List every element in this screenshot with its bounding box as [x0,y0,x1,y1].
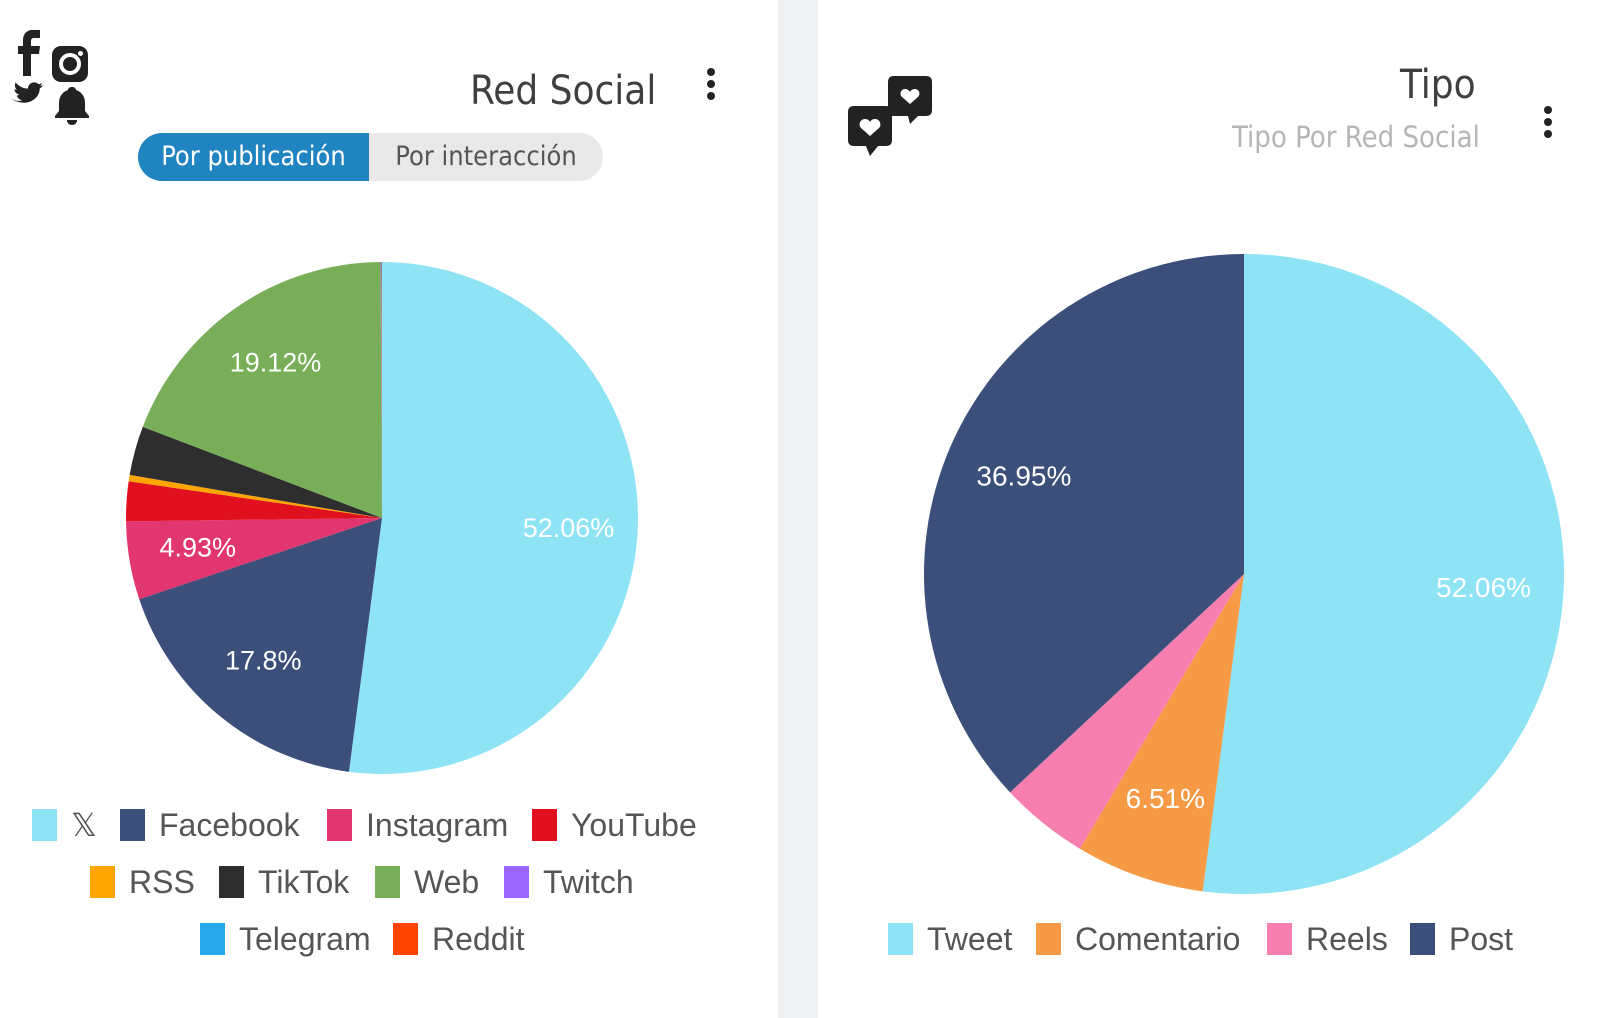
pie-slice-reels[interactable] [1010,574,1244,849]
legend-swatch [1267,923,1292,955]
legend-swatch [375,866,400,898]
pie-slice-comentario[interactable] [1079,574,1244,892]
pie-slice-tweet[interactable] [1202,254,1565,894]
chart-title: Tipo [1400,62,1476,108]
tipo-pie-chart: 52.06% 6.51% 36.95% [924,254,1565,894]
legend-label: Instagram [366,806,509,843]
metric-toggle: Por publicación Por interacción [138,133,603,181]
pie-slice-web[interactable] [142,262,382,518]
instagram-icon [52,46,88,82]
pie-value-label-x: 52.06% [523,513,615,543]
twitter-icon [11,82,43,103]
panel-divider [778,0,818,1018]
pie-slice-telegram[interactable] [381,262,382,518]
legend-label: Reels [1306,920,1388,957]
legend-swatch [393,923,418,955]
pie-value-label-facebook: 17.8% [225,645,302,675]
pie-value-label-comentario: 6.51% [1126,783,1205,814]
legend-label: Telegram [239,920,371,957]
legend-item-tweet[interactable]: Tweet [888,921,1012,957]
legend-swatch [90,866,115,898]
chart-subtitle: Tipo Por Red Social [1232,120,1480,154]
legend-label: Tweet [927,920,1013,957]
facebook-icon [18,30,40,76]
kebab-menu-icon[interactable] [705,68,717,104]
legend-swatch [888,923,913,955]
legend-label: Twitch [543,863,634,900]
legend-item-reels[interactable]: Reels [1267,921,1388,957]
pie-slice-rss[interactable] [128,474,382,518]
legend-item-web[interactable]: Web [375,864,479,900]
chat-heart-icon [848,76,932,156]
legend-item-twitch[interactable]: Twitch [504,864,634,900]
legend-item-telegram[interactable]: Telegram [200,921,371,957]
legend-swatch [1410,923,1435,955]
pie-slice-post[interactable] [924,254,1244,793]
legend-swatch [504,866,529,898]
pie-slice-facebook[interactable] [139,518,382,772]
legend-label: Post [1449,920,1514,957]
legend-item-comentario[interactable]: Comentario [1036,921,1240,957]
legend-item-reddit[interactable]: Reddit [393,921,525,957]
tipo-card: Tipo Tipo Por Red Social 52.06% 6.51% 36.9… [818,0,1600,1018]
pie-slice-x[interactable] [348,262,639,775]
pie-slice-twitch[interactable] [380,262,382,518]
pie-value-label-post: 36.95% [976,461,1071,492]
legend-label: Facebook [159,806,300,843]
legend-swatch [32,809,57,841]
legend-label: YouTube [571,806,697,843]
por-publicacion-toggle[interactable]: Por publicación [138,133,369,181]
legend-label: RSS [129,863,195,900]
chart-title: Red Social [470,68,657,114]
kebab-menu-icon[interactable] [1542,106,1554,142]
legend-label: Web [414,863,480,900]
pie-slice-tiktok[interactable] [129,426,382,518]
legend-label: 𝕏 [71,807,97,843]
legend-swatch [200,923,225,955]
legend-swatch [1036,923,1061,955]
legend-swatch [120,809,145,841]
legend-item-facebook[interactable]: Facebook [120,807,300,843]
legend-label: TikTok [258,863,350,900]
legend-item-rss[interactable]: RSS [90,864,195,900]
legend-label: Comentario [1075,920,1241,957]
por-interaccion-toggle[interactable]: Por interacción [395,141,577,172]
pie-slice-youtube[interactable] [126,481,383,522]
legend-swatch [219,866,244,898]
legend-item-x[interactable]: 𝕏 [32,807,97,843]
red-social-pie-chart: 52.06% 17.8% 4.93% 19.12% [126,262,639,775]
social-networks-icon [11,30,89,125]
legend-item-youtube[interactable]: YouTube [532,807,697,843]
red-social-card: Red Social Por publicación Por interacci… [0,0,778,1018]
pie-slice-instagram[interactable] [126,518,383,600]
pie-value-label-tweet: 52.06% [1436,572,1531,603]
pie-value-label-instagram: 4.93% [159,532,236,562]
legend-item-tiktok[interactable]: TikTok [219,864,349,900]
legend-swatch [532,809,557,841]
legend-swatch [327,809,352,841]
legend-label: Reddit [432,920,525,957]
legend-item-post[interactable]: Post [1410,921,1513,957]
legend-item-instagram[interactable]: Instagram [327,807,508,843]
bell-icon [55,87,89,125]
pie-value-label-web: 19.12% [230,348,322,378]
